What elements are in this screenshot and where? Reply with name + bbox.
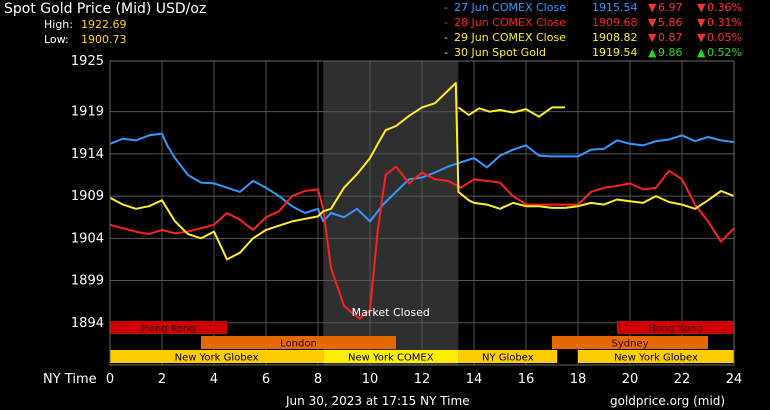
- session-label: New York COMEX: [348, 353, 434, 364]
- session-label: Hong Kong: [648, 324, 702, 335]
- down-arrow-icon: ▼: [697, 31, 706, 44]
- y-tick-label: 1925: [71, 54, 104, 69]
- series-line: [109, 132, 735, 223]
- legend-value: 1915.54: [592, 1, 638, 14]
- plot-border: [109, 60, 735, 366]
- high-value: 1922.69: [81, 18, 127, 31]
- legend-change: 6.97: [658, 1, 683, 14]
- session-bar: [110, 350, 324, 363]
- y-tick-label: 1914: [71, 147, 104, 162]
- x-tick-label: 8: [314, 372, 322, 387]
- down-arrow-icon: ▼: [697, 16, 706, 29]
- x-tick-label: 24: [726, 372, 743, 387]
- legend-change: 9.86: [658, 46, 683, 59]
- session-bar: [323, 350, 459, 363]
- down-arrow-icon: ▼: [648, 1, 657, 14]
- legend-change: 0.87: [658, 31, 683, 44]
- session-label: Hong Kong: [141, 324, 195, 335]
- legend-label: 28 Jun COMEX Close: [454, 16, 566, 29]
- legend-dash: -: [444, 46, 448, 59]
- x-tick-label: 12: [414, 372, 431, 387]
- session-bar: [110, 321, 227, 334]
- session-label: New York Globex: [614, 353, 698, 364]
- down-arrow-icon: ▼: [648, 16, 657, 29]
- x-tick-label: 0: [106, 372, 114, 387]
- market-closed-region: [323, 61, 459, 365]
- session-bar: [552, 336, 708, 349]
- up-arrow-icon: ▲: [697, 46, 706, 59]
- down-arrow-icon: ▼: [697, 1, 706, 14]
- legend-value: 1908.82: [592, 31, 638, 44]
- session-bar: [578, 350, 734, 363]
- source-label: goldprice.org (mid): [610, 394, 726, 408]
- series-line: [457, 106, 565, 118]
- legend-percent: 0.05%: [707, 31, 742, 44]
- low-value: 1900.73: [81, 33, 127, 46]
- market-closed-label: Market Closed: [352, 306, 430, 319]
- legend-dash: -: [444, 31, 448, 44]
- legend-percent: 0.31%: [707, 16, 742, 29]
- session-bar: [617, 321, 734, 334]
- y-tick-label: 1919: [71, 105, 104, 120]
- legend-value: 1909.68: [592, 16, 638, 29]
- legend-value: 1919.54: [592, 46, 638, 59]
- low-label: Low:: [44, 33, 69, 46]
- x-tick-label: 20: [622, 372, 639, 387]
- y-tick-label: 1904: [71, 231, 104, 246]
- high-label: High:: [44, 18, 73, 31]
- x-tick-label: 18: [570, 372, 587, 387]
- session-label: NY Globex: [482, 353, 534, 364]
- x-axis-label: NY Time: [43, 372, 97, 387]
- x-tick-label: 22: [674, 372, 691, 387]
- series-line: [109, 165, 735, 320]
- session-label: London: [280, 339, 317, 350]
- up-arrow-icon: ▲: [648, 46, 657, 59]
- y-tick-label: 1909: [71, 189, 104, 204]
- legend-dash: -: [444, 16, 448, 29]
- legend-label: 30 Jun Spot Gold: [454, 46, 546, 59]
- legend-percent: 0.52%: [707, 46, 742, 59]
- legend-label: 29 Jun COMEX Close: [454, 31, 566, 44]
- legend-label: 27 Jun COMEX Close: [454, 1, 566, 14]
- y-tick-label: 1894: [71, 316, 104, 331]
- x-tick-label: 14: [466, 372, 483, 387]
- session-label: New York Globex: [175, 353, 259, 364]
- legend-percent: 0.36%: [707, 1, 742, 14]
- x-tick-label: 2: [158, 372, 166, 387]
- x-tick-label: 16: [518, 372, 535, 387]
- y-tick-label: 1899: [71, 274, 104, 289]
- x-tick-label: 4: [210, 372, 218, 387]
- timestamp: Jun 30, 2023 at 17:15 NY Time: [286, 394, 470, 408]
- session-bar: [201, 336, 396, 349]
- legend-change: 5.86: [658, 16, 683, 29]
- x-tick-label: 6: [262, 372, 270, 387]
- session-bar: [458, 350, 558, 363]
- series-line: [109, 82, 735, 261]
- session-label: Sydney: [611, 339, 648, 350]
- chart-title: Spot Gold Price (Mid) USD/oz: [4, 1, 207, 17]
- down-arrow-icon: ▼: [648, 31, 657, 44]
- legend-dash: -: [444, 1, 448, 14]
- x-tick-label: 10: [362, 372, 379, 387]
